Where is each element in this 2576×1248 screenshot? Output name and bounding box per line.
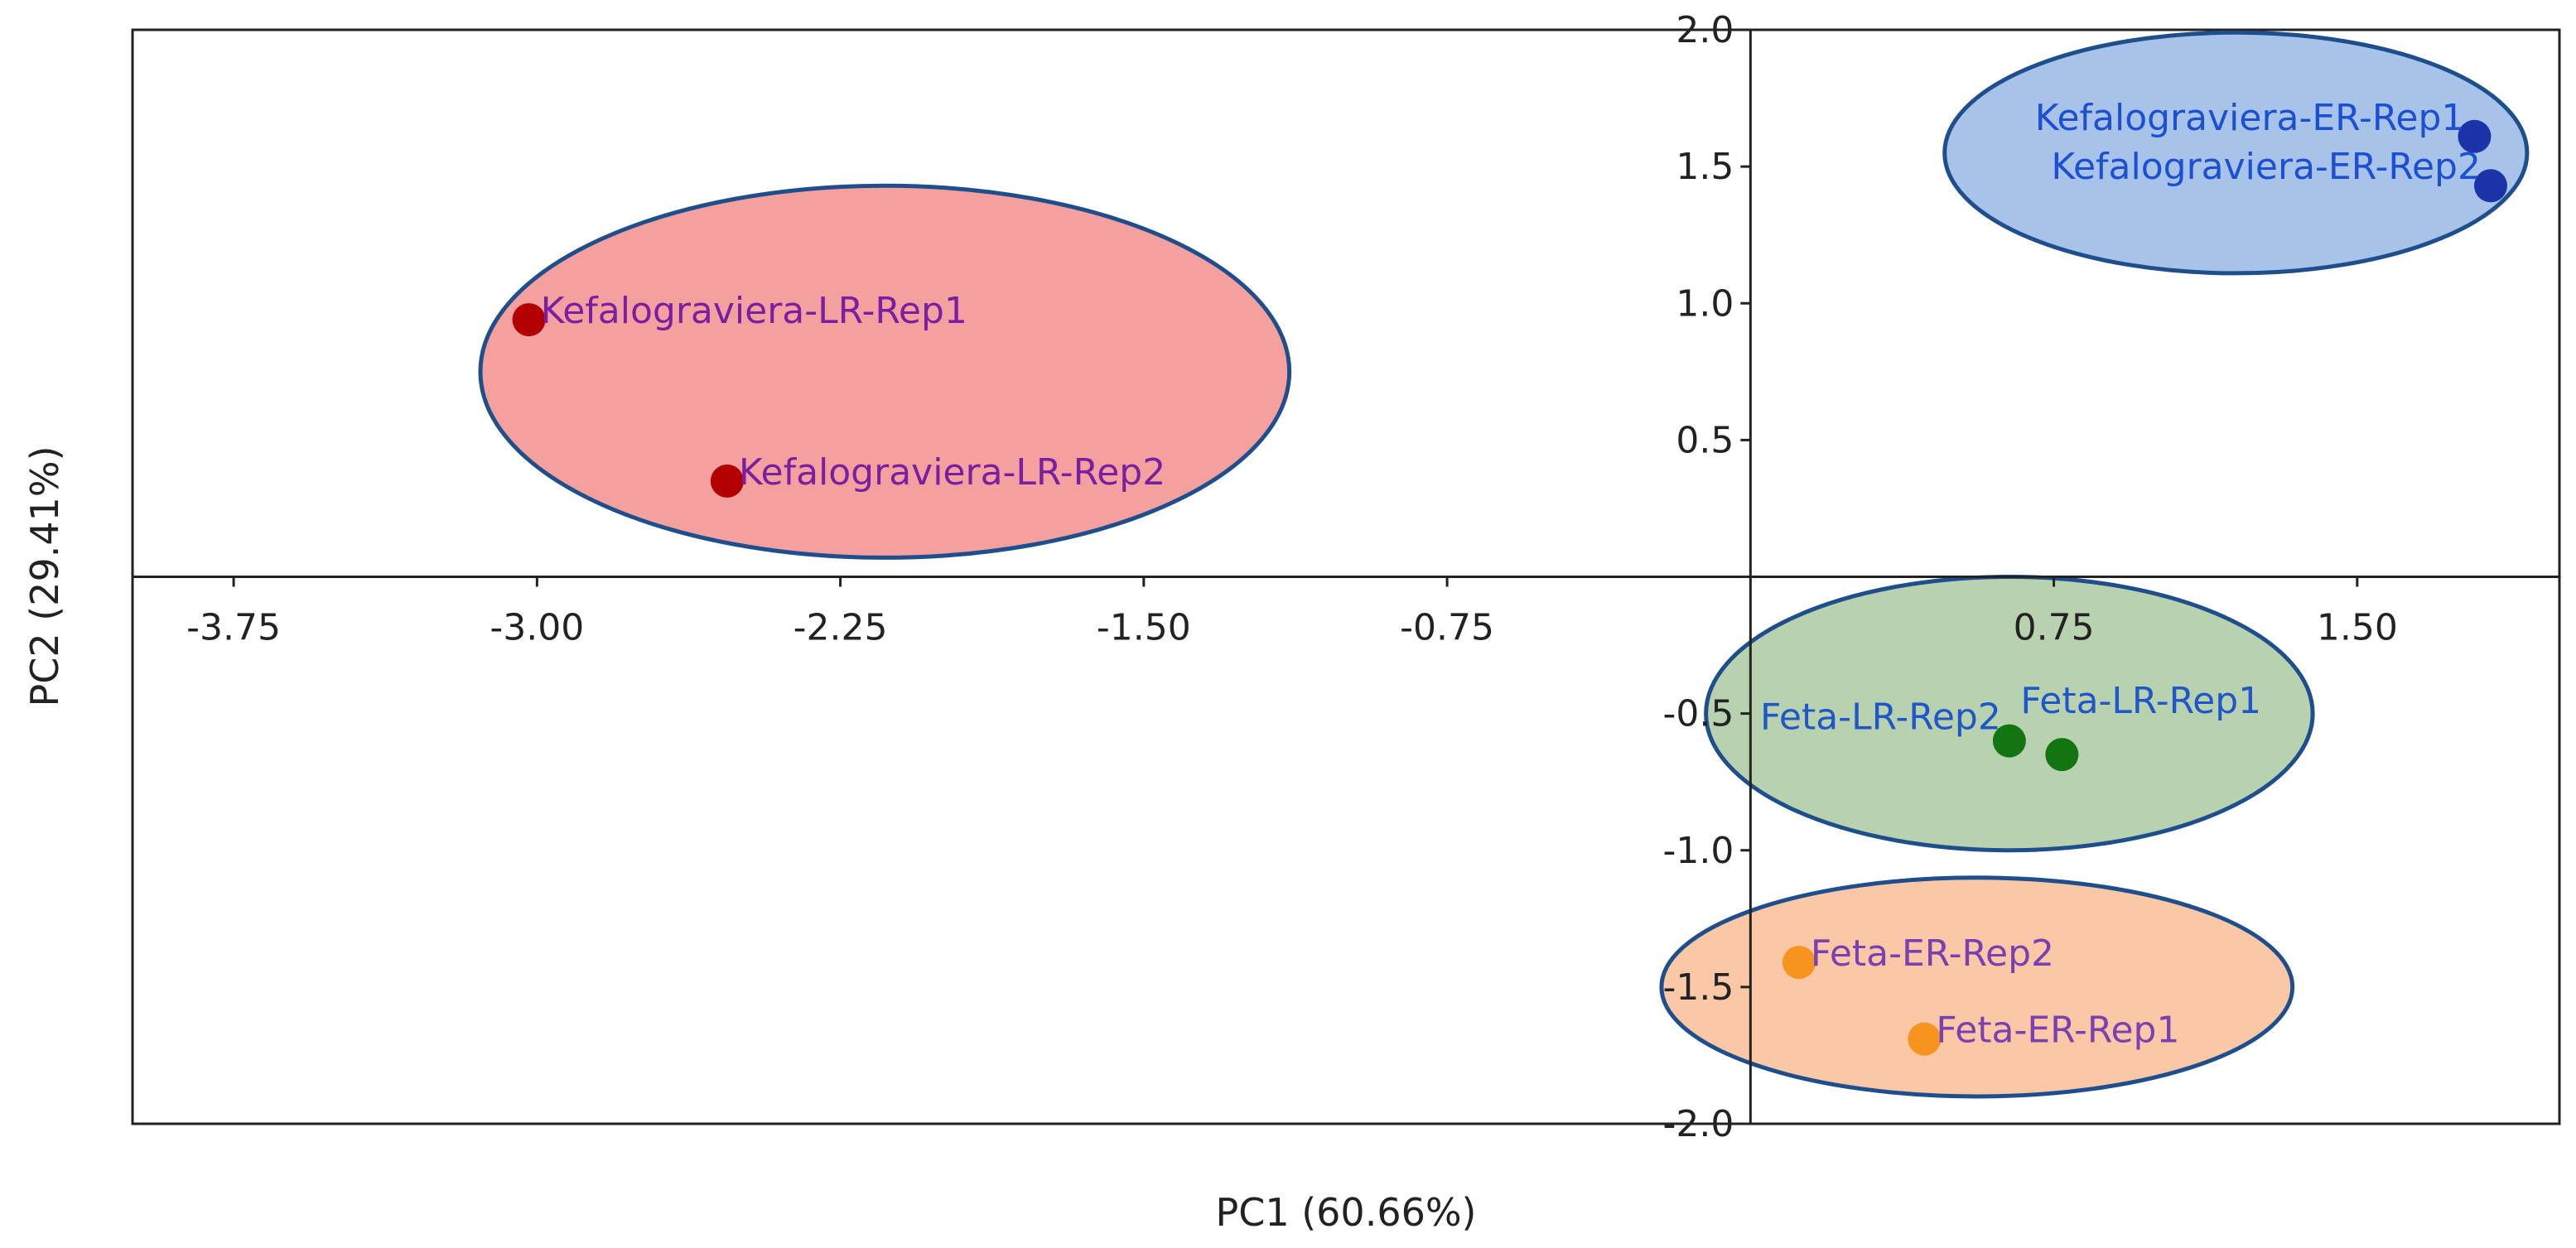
point-label: Kefalograviera-LR-Rep2 [739,451,1165,494]
point-label: Feta-ER-Rep2 [1811,932,2054,975]
point-label: Kefalograviera-ER-Rep2 [2051,146,2481,188]
data-point [1782,946,1816,980]
y-tick-label: 1.5 [1676,146,1734,188]
y-tick-label: -0.5 [1662,693,1734,735]
y-axis-title: PC2 (29.41%) [22,446,67,706]
x-tick-label: -3.75 [186,607,281,649]
kefalograviera-er-ellipse [1942,30,2530,276]
ellipse-layer [478,30,2530,1099]
point-label: Kefalograviera-LR-Rep1 [541,290,967,332]
point-layer: Kefalograviera-LR-Rep1 Kefalograviera-LR-… [512,97,2507,1056]
x-tick-label: 1.50 [2317,607,2398,649]
y-tick-label: 2.0 [1676,9,1734,51]
feta-er-ellipse [1659,875,2295,1099]
y-tick-label: -1.0 [1662,830,1734,872]
point-label: Feta-LR-Rep2 [1760,696,2001,739]
y-tick-label: 0.5 [1676,419,1734,461]
data-point [2473,169,2507,203]
data-point [710,464,744,498]
data-point [2458,119,2492,153]
x-axis-title: PC1 (60.66%) [1215,1190,1476,1235]
data-point [2045,738,2079,772]
y-tick-label: -1.5 [1662,966,1734,1009]
y-tick-label: -2.0 [1662,1103,1734,1145]
data-point [512,303,546,337]
x-tick-label: -2.25 [794,607,888,649]
point-label: Feta-LR-Rep1 [2020,680,2261,722]
data-point [1992,724,2026,758]
x-tick-label: -3.00 [490,607,584,649]
x-tick-label: -0.75 [1400,607,1494,649]
point-label: Kefalograviera-ER-Rep1 [2035,97,2465,139]
tick-layer: -3.75 -3.00 -2.25 -1.50 -0.75 0.75 1.50 2.0 1.5 1… [186,9,2398,1145]
point-label: Feta-ER-Rep1 [1936,1009,2179,1052]
data-point [1908,1022,1942,1056]
y-tick-label: 1.0 [1676,282,1734,325]
x-tick-label: -1.50 [1097,607,1191,649]
kefalograviera-lr-ellipse [478,183,1292,560]
x-tick-label: 0.75 [2014,607,2095,649]
